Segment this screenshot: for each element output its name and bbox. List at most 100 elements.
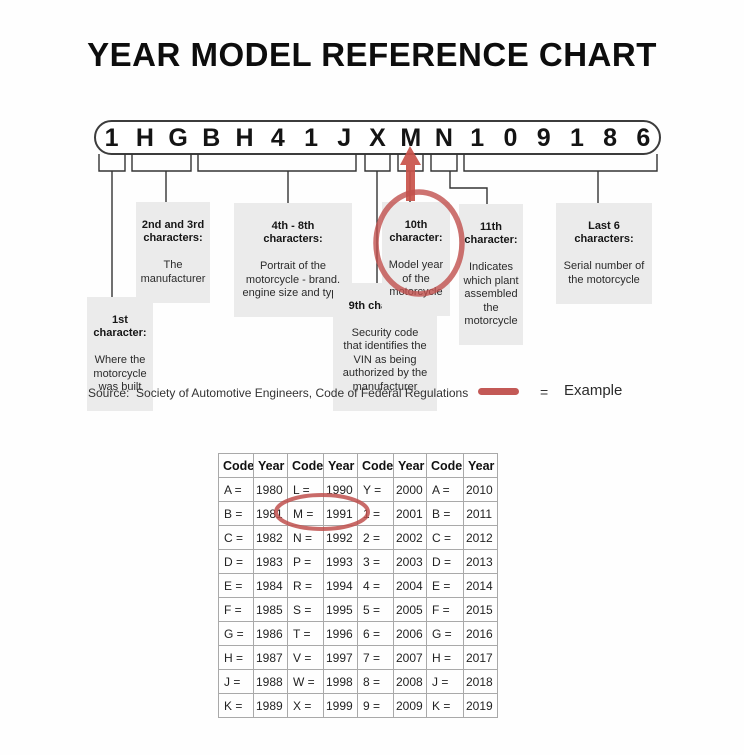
code-cell: X = <box>287 693 324 718</box>
callout-11th-character: 11th character: Indicates which plant as… <box>459 204 523 345</box>
code-cell: 8 = <box>357 669 394 694</box>
year-cell: 1993 <box>323 549 358 574</box>
callout-title: 10th character: <box>389 218 443 245</box>
code-cell: D = <box>218 549 254 574</box>
year-cell: 2013 <box>463 549 498 574</box>
year-cell: 1997 <box>323 645 358 670</box>
table-row: F = 1985 S = 1995 5 = 2005 F = 2015 <box>218 597 498 622</box>
year-cell: 2017 <box>463 645 498 670</box>
year-cell: 1986 <box>253 621 288 646</box>
year-cell: 1998 <box>323 669 358 694</box>
vin-character: B <box>202 124 221 152</box>
code-cell: 2 = <box>357 525 394 550</box>
code-cell: J = <box>218 669 254 694</box>
callout-title: Last 6 characters: <box>574 219 634 246</box>
year-cell: 2019 <box>463 693 498 718</box>
code-cell: K = <box>426 693 464 718</box>
code-cell: P = <box>287 549 324 574</box>
code-cell: 4 = <box>357 573 394 598</box>
year-cell: 2016 <box>463 621 498 646</box>
code-cell: 9 = <box>357 693 394 718</box>
code-cell: 5 = <box>357 597 394 622</box>
code-cell: Y = <box>357 477 394 502</box>
callout-4th-8th-characters: 4th - 8th characters: Portrait of the mo… <box>234 203 352 317</box>
vin-string: 1 H G B H 4 1 J X M N 1 0 9 1 8 <box>95 123 660 153</box>
year-cell: 2011 <box>463 501 498 526</box>
table-row: E = 1984 R = 1994 4 = 2004 E = 2014 <box>218 573 498 598</box>
vin-character: H <box>235 124 254 152</box>
year-cell: 2010 <box>463 477 498 502</box>
table-header-cell: Code <box>218 453 254 478</box>
callout-body: Model year of the motorcycle <box>388 259 444 298</box>
code-cell: 1 = <box>357 501 394 526</box>
callout-2nd-3rd-characters: 2nd and 3rd characters: The manufacturer <box>136 202 210 303</box>
year-cell: 1980 <box>253 477 288 502</box>
callout-last-6-characters: Last 6 characters: Serial number of the … <box>556 203 652 304</box>
vin-character: H <box>135 124 154 152</box>
year-cell: 1999 <box>323 693 358 718</box>
code-cell: F = <box>218 597 254 622</box>
code-cell: W = <box>287 669 324 694</box>
code-cell: S = <box>287 597 324 622</box>
code-cell: N = <box>287 525 324 550</box>
code-cell: E = <box>426 573 464 598</box>
table-row: B = 1981 M = 1991 1 = 2001 B = 2011 <box>218 501 498 526</box>
table-header-cell: Year <box>393 453 427 478</box>
year-cell: 2003 <box>393 549 427 574</box>
year-cell: 2012 <box>463 525 498 550</box>
table-row: A = 1980 L = 1990 Y = 2000 A = 2010 <box>218 477 498 502</box>
year-cell: 1996 <box>323 621 358 646</box>
year-cell: 2014 <box>463 573 498 598</box>
source-text: Source: Society of Automotive Engineers,… <box>88 386 469 400</box>
vin-character: 6 <box>636 124 651 152</box>
red-arrow-icon <box>400 146 421 201</box>
year-cell: 1992 <box>323 525 358 550</box>
table-row: G = 1986 T = 1996 6 = 2006 G = 2016 <box>218 621 498 646</box>
callout-title: 4th - 8th characters: <box>263 219 323 246</box>
year-cell: 2000 <box>393 477 427 502</box>
year-cell: 2006 <box>393 621 427 646</box>
code-cell: 7 = <box>357 645 394 670</box>
year-cell: 2008 <box>393 669 427 694</box>
table-row: J = 1988 W = 1998 8 = 2008 J = 2018 <box>218 669 498 694</box>
year-code-table: Code Year Code Year Code Year Code Year … <box>218 453 498 718</box>
code-cell: B = <box>218 501 254 526</box>
table-header-cell: Year <box>253 453 288 478</box>
year-cell: 2002 <box>393 525 427 550</box>
code-cell: B = <box>426 501 464 526</box>
year-cell: 1981 <box>253 501 288 526</box>
code-cell: H = <box>218 645 254 670</box>
vin-character: 1 <box>304 124 318 152</box>
code-cell: C = <box>426 525 464 550</box>
code-cell: M = <box>287 501 324 526</box>
callout-body: Security code that identifies the VIN as… <box>342 326 428 393</box>
code-cell: A = <box>426 477 464 502</box>
year-cell: 1990 <box>323 477 358 502</box>
equals-sign: = <box>540 384 549 400</box>
callout-title: 1st character: <box>93 313 147 340</box>
table-header-cell: Code <box>426 453 464 478</box>
code-cell: 6 = <box>357 621 394 646</box>
vin-character: G <box>168 124 188 152</box>
callout-body: Portrait of the motorcycle - brand, engi… <box>242 260 344 299</box>
year-cell: 1983 <box>253 549 288 574</box>
code-cell: K = <box>218 693 254 718</box>
year-cell: 1982 <box>253 525 288 550</box>
code-cell: H = <box>426 645 464 670</box>
table-row: H = 1987 V = 1997 7 = 2007 H = 2017 <box>218 645 498 670</box>
code-cell: L = <box>287 477 324 502</box>
vin-character: 0 <box>503 124 518 152</box>
vin-character: 1 <box>569 124 584 152</box>
year-cell: 2005 <box>393 597 427 622</box>
callout-1st-character: 1st character: Where the motorcycle was … <box>87 297 153 411</box>
callout-title: 11th character: <box>464 220 518 247</box>
code-cell: F = <box>426 597 464 622</box>
table-header-row: Code Year Code Year Code Year Code Year <box>218 453 498 478</box>
vin-character: 8 <box>603 124 618 152</box>
year-cell: 1987 <box>253 645 288 670</box>
code-cell: T = <box>287 621 324 646</box>
year-cell: 1988 <box>253 669 288 694</box>
year-cell: 2007 <box>393 645 427 670</box>
code-cell: D = <box>426 549 464 574</box>
